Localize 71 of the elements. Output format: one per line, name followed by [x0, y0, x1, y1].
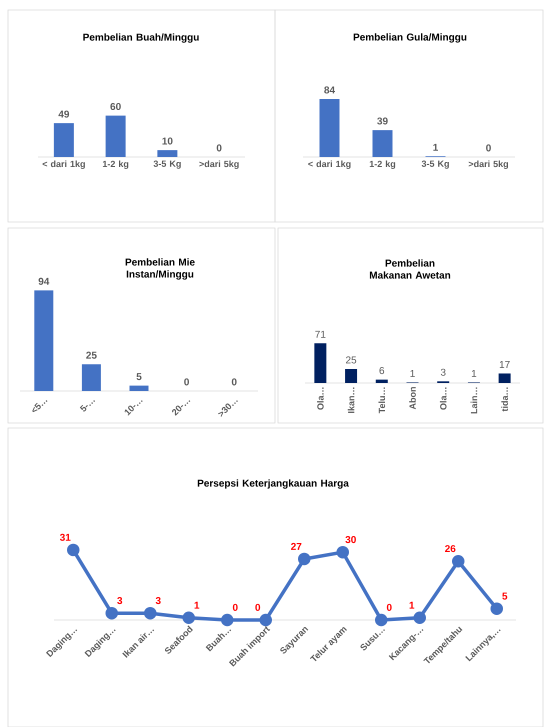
x-tick-label: Ola…	[440, 388, 447, 410]
data-label: 49	[58, 110, 70, 118]
chart-title: Pembelian Buah/Minggu	[83, 33, 199, 43]
x-tick-label: Ikan…	[348, 388, 354, 413]
data-label: 0	[386, 604, 392, 611]
data-label: 10	[162, 137, 173, 145]
x-tick-label: Telu…	[378, 388, 386, 414]
point	[336, 546, 349, 558]
bar	[345, 368, 358, 383]
data-label: 60	[110, 102, 121, 110]
x-tick-label: <5…	[32, 400, 48, 412]
data-label: 1	[433, 144, 438, 151]
x-tick-label: Abon	[409, 387, 416, 410]
x-tick-label: 3-5 Kg	[422, 160, 449, 169]
x-tick-label: Lain…	[470, 388, 478, 414]
data-label: 30	[345, 536, 356, 544]
point	[221, 614, 234, 626]
chart-title: Pembelian Gula/Minggu	[354, 33, 466, 43]
data-label: 1	[472, 370, 476, 377]
data-label: 0	[184, 378, 189, 386]
data-label: 1	[410, 370, 415, 377]
data-label: 0	[255, 604, 260, 611]
data-label: 0	[486, 144, 491, 152]
x-tick-label: 3-5 Kg	[154, 160, 181, 169]
x-tick-label: < dari 1kg	[42, 160, 85, 169]
data-label: 1	[194, 602, 200, 609]
x-tick-label: < dari 1kg	[308, 160, 351, 169]
point	[260, 614, 272, 626]
data-label: 0	[232, 604, 238, 611]
point	[144, 606, 156, 620]
data-label: 6	[380, 367, 384, 374]
x-tick-label: tida…	[501, 388, 508, 412]
data-label: 94	[38, 278, 50, 285]
data-label: 5	[502, 592, 508, 600]
data-label: 1	[410, 602, 414, 609]
bar	[376, 380, 388, 383]
point	[182, 611, 195, 624]
x-tick-label: 1-2 kg	[370, 160, 396, 169]
chart-title: Persepsi Keterjangkauan Harga	[198, 479, 349, 489]
data-label: 26	[445, 545, 456, 552]
data-label: 5	[136, 373, 142, 380]
point	[452, 554, 464, 568]
data-label: 27	[291, 542, 302, 550]
data-label: 25	[86, 352, 97, 359]
point	[490, 602, 503, 615]
data-label: 3	[117, 597, 122, 604]
x-tick-label: Ikan air…	[122, 629, 154, 658]
data-label: 84	[324, 86, 335, 94]
data-label: 3	[440, 368, 446, 376]
data-label: 31	[60, 534, 71, 541]
point	[413, 611, 426, 624]
data-label: 17	[500, 361, 510, 368]
x-tick-label: >dari 5kg	[199, 160, 239, 169]
data-label: 71	[315, 330, 326, 338]
data-label: 0	[232, 378, 237, 386]
point	[298, 552, 310, 566]
data-label: 25	[346, 356, 356, 364]
point	[67, 544, 80, 556]
chart-title: Pembelian Makanan Awetan	[370, 259, 450, 279]
bar	[498, 373, 511, 383]
point	[106, 606, 118, 620]
x-tick-label: 5-…	[80, 400, 96, 412]
data-label: 0	[216, 144, 222, 152]
chart-title: Pembelian Mie Instan/Minggu	[126, 258, 195, 280]
point	[374, 614, 388, 626]
data-label: 3	[156, 597, 161, 604]
bar	[314, 343, 326, 383]
x-tick-label: 1-2 kg	[102, 160, 128, 169]
data-label: 39	[377, 117, 388, 125]
x-tick-label: >dari 5kg	[468, 160, 508, 169]
x-tick-label: Ola…	[317, 388, 324, 410]
